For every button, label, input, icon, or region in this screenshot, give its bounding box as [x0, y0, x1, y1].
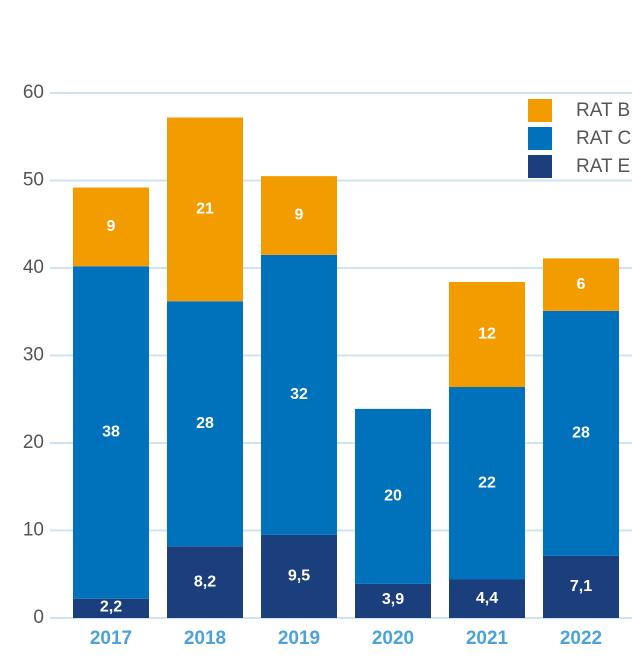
x-tick-label: 2022 [560, 628, 602, 649]
bar-segment [261, 534, 337, 618]
data-label: 12 [478, 326, 496, 343]
bar-segment [261, 176, 337, 255]
data-label: 7,1 [570, 578, 592, 595]
x-tick-label: 2018 [184, 628, 226, 649]
y-tick-label: 60 [23, 82, 44, 103]
bar-segment [355, 408, 431, 584]
bar-segment [73, 187, 149, 267]
bar-segment [167, 117, 243, 302]
bar-segment [355, 583, 431, 618]
data-label: 4,4 [476, 590, 498, 607]
bar-segment [543, 310, 619, 556]
legend-label: RAT C [576, 128, 631, 149]
data-label: 38 [102, 424, 120, 441]
bar-segment [543, 555, 619, 618]
bar-segment [73, 266, 149, 599]
data-label: 9,5 [288, 568, 310, 585]
y-tick-label: 20 [23, 432, 44, 453]
x-tick-label: 2019 [278, 628, 320, 649]
legend-swatch [528, 99, 552, 122]
bar-segment [167, 301, 243, 547]
data-label: 9 [107, 218, 116, 235]
y-tick-label: 50 [23, 170, 44, 191]
bar-segment [449, 387, 525, 580]
data-label: 20 [384, 488, 402, 505]
bar-segment [73, 598, 149, 618]
data-label: 32 [290, 386, 308, 403]
x-tick-label: 2021 [466, 628, 509, 649]
legend-label: RAT E [576, 156, 630, 177]
bar-segment [167, 546, 243, 618]
bar-segment [543, 258, 619, 311]
y-tick-label: 10 [23, 520, 44, 541]
data-label: 9 [295, 207, 304, 224]
bar-segment [449, 579, 525, 618]
y-tick-label: 0 [33, 607, 44, 628]
data-label: 6 [577, 276, 586, 293]
data-label: 22 [478, 474, 496, 491]
legend-swatch [528, 127, 552, 150]
data-label: 28 [572, 425, 590, 442]
legend-label: RAT B [576, 100, 630, 121]
data-label: 28 [196, 415, 214, 432]
legend-swatch [528, 155, 552, 178]
data-label: 3,9 [382, 591, 404, 608]
bar-segment [449, 282, 525, 387]
data-label: 2,2 [100, 599, 122, 616]
data-label: 8,2 [194, 573, 216, 590]
x-tick-label: 2020 [372, 628, 414, 649]
y-tick-label: 30 [23, 345, 44, 366]
x-tick-label: 2017 [90, 628, 132, 649]
y-tick-label: 40 [23, 257, 44, 278]
data-label: 21 [196, 201, 214, 218]
bar-segment [261, 254, 337, 535]
